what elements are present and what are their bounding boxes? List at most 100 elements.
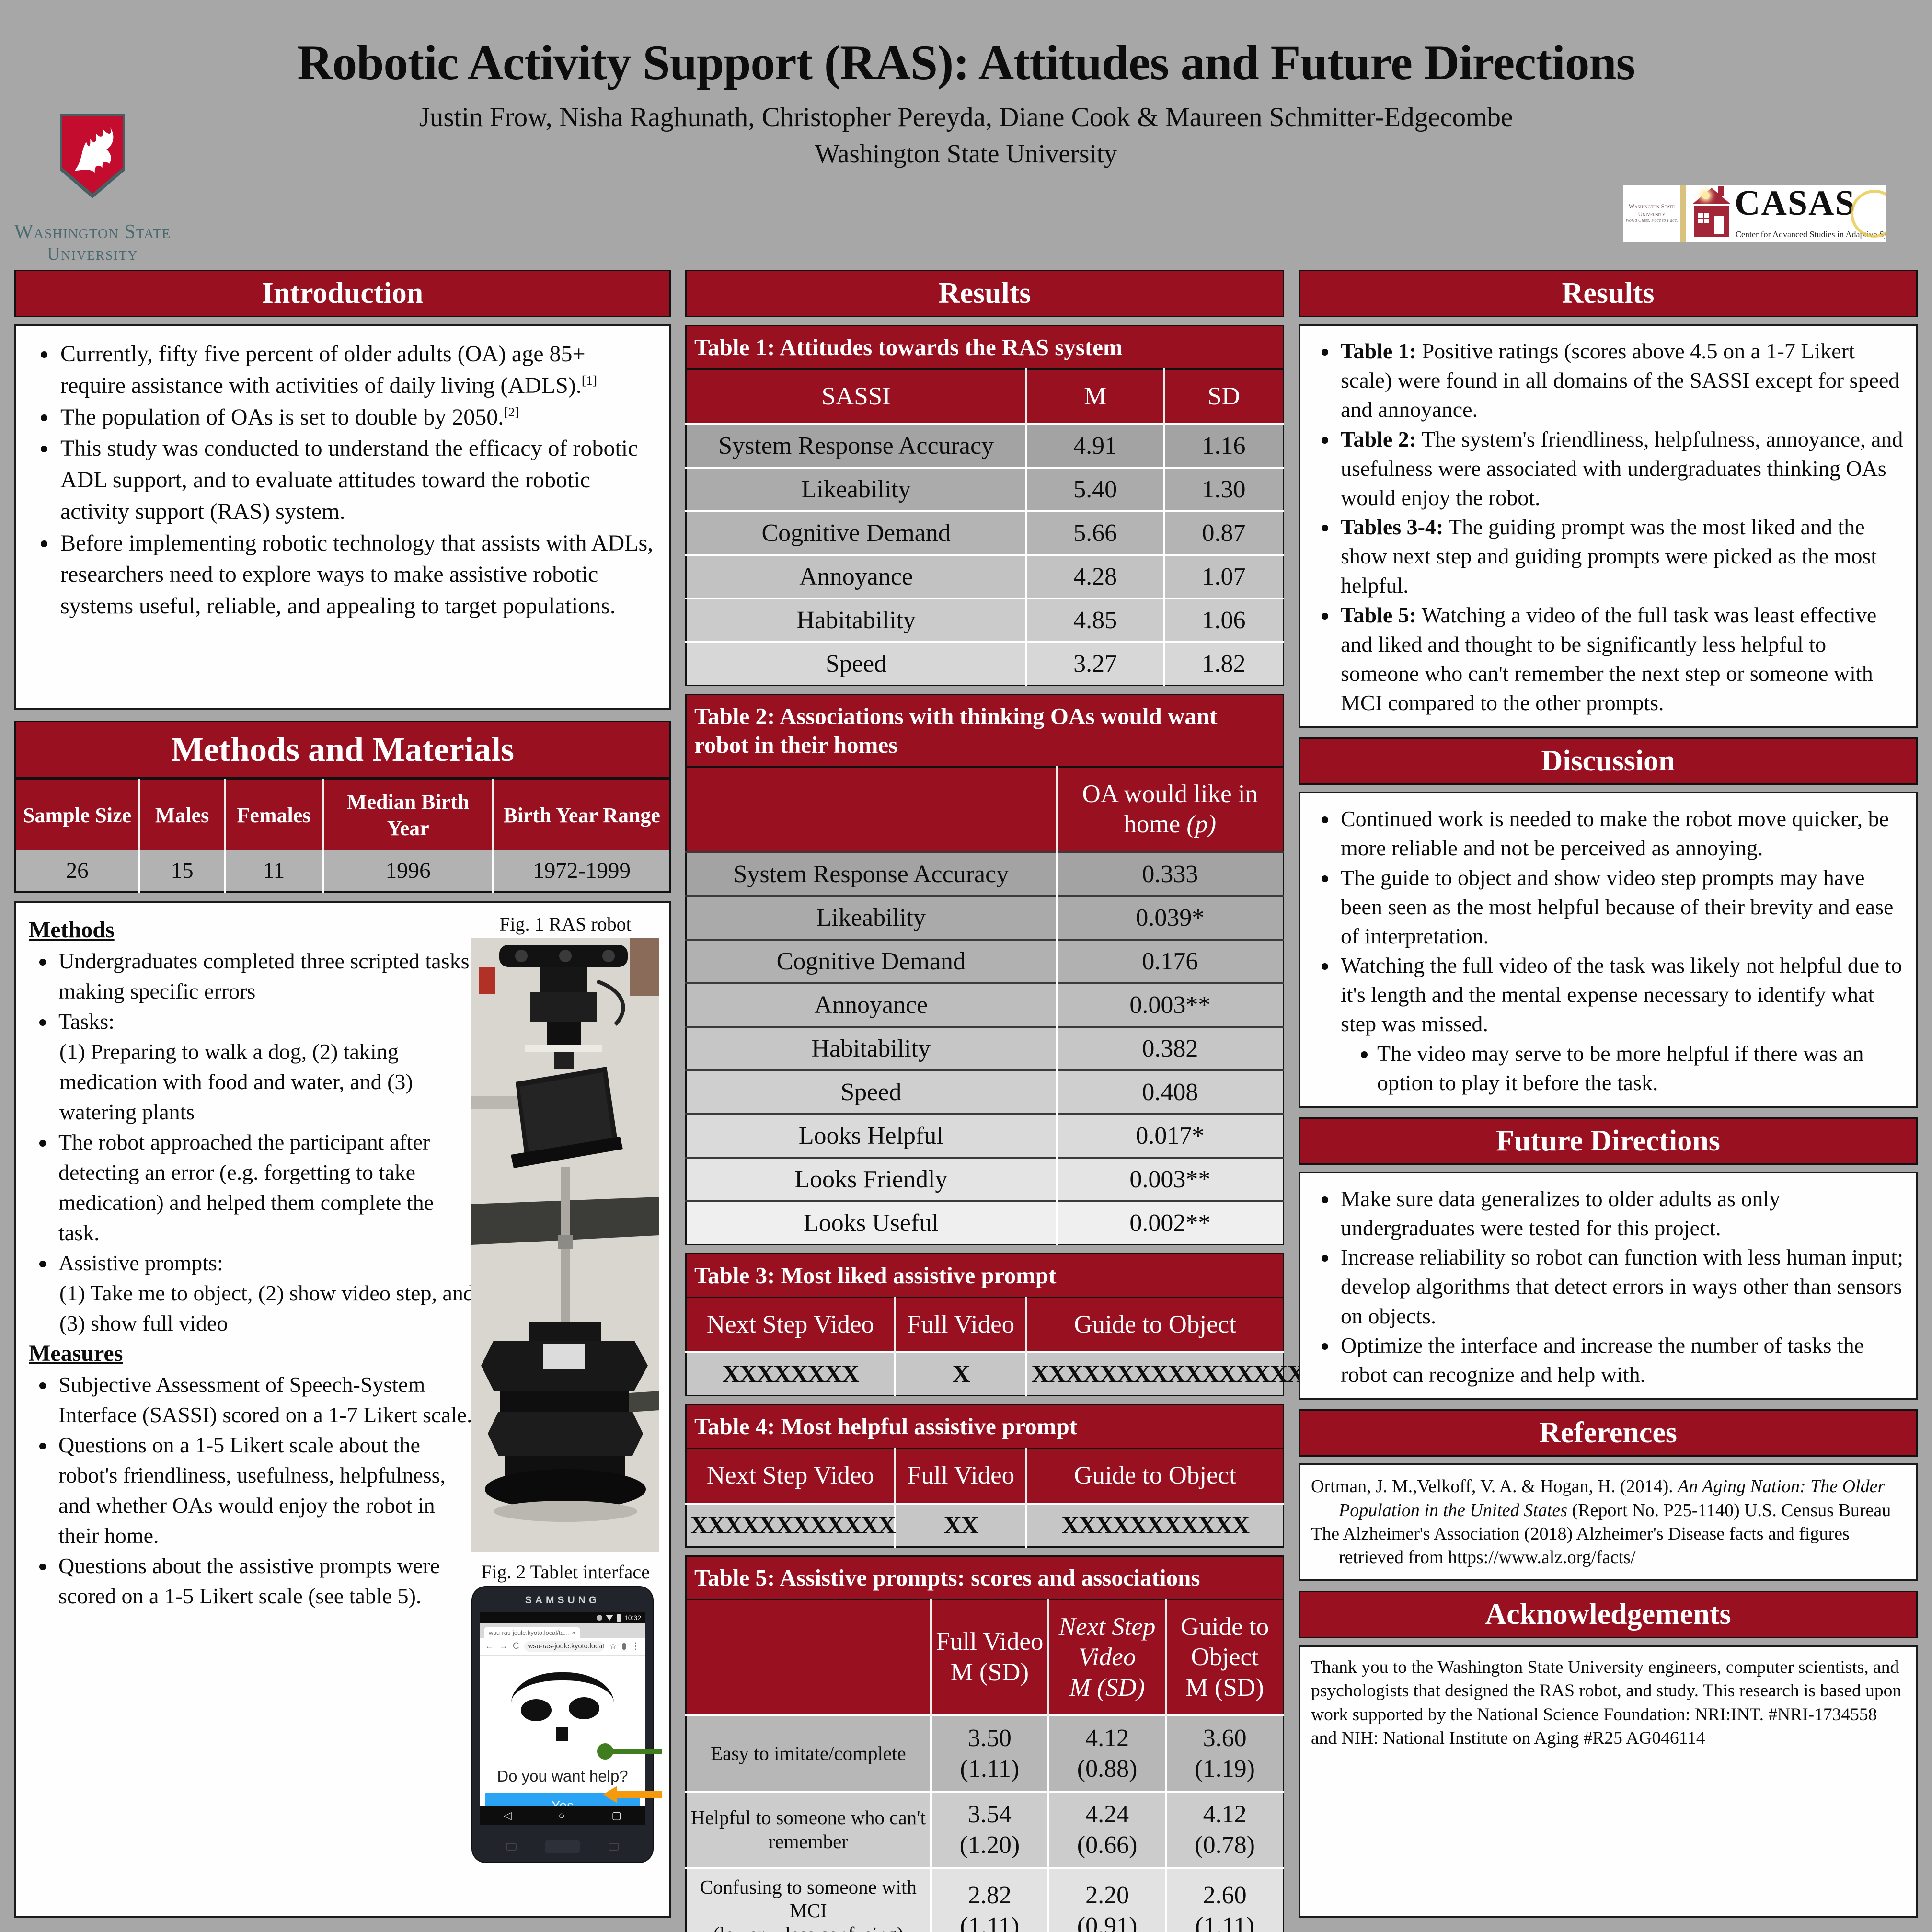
page-title: Robotic Activity Support (RAS): Attitude… [297, 35, 1635, 90]
column-header: Full Video M (SD) [930, 1599, 1048, 1716]
list-item: The video may serve to be more helpful i… [1377, 1039, 1903, 1097]
wsu-logo-text-2: University [47, 244, 138, 264]
table-row: XXXXXXXX X XXXXXXXXXXXXXXXXX [686, 1351, 1322, 1396]
table-header-row: Full Video M (SD) Next Step Video M (SD)… [686, 1599, 1284, 1716]
wsu-logo: Washington State University [13, 114, 172, 264]
mic-icon [622, 1643, 626, 1650]
acknowledgements-text: Thank you to the Washington State Univer… [1311, 1657, 1902, 1748]
table-4-title: Table 4: Most helpful assistive prompt [685, 1404, 1284, 1448]
star-icon: ☆ [609, 1641, 617, 1652]
columns: Introduction Currently, fifty five perce… [14, 270, 1918, 1932]
column-header: SD [1163, 369, 1284, 425]
measures-heading: Measures [29, 1341, 123, 1366]
casas-swirl-icon [1851, 190, 1886, 238]
list-item: Table 1: Positive ratings (scores above … [1338, 336, 1903, 425]
column-header: Sample Size [15, 779, 140, 850]
list-item: Optimize the interface and increase the … [1338, 1331, 1903, 1389]
tablet-device: SAMSUNG 10:32 wsu-ras-joule.kyoto.local/… [472, 1586, 654, 1863]
methods-text: Methods Undergraduates completed three s… [29, 915, 474, 1611]
list-item: Table 5: Watching a video of the full ta… [1338, 600, 1903, 718]
references-box: Ortman, J. M.,Velkoff, V. A. & Hogan, H.… [1299, 1463, 1918, 1581]
bezel-button [609, 1843, 619, 1851]
figure-1: Fig. 1 RAS robot [469, 913, 662, 1552]
wifi-icon [605, 1615, 613, 1621]
table-header-row: SASSI M SD [686, 369, 1284, 425]
table-2-title: Table 2: Associations with thinking OAs … [685, 694, 1284, 766]
green-pointer-annotation [597, 1743, 662, 1760]
nav-back-icon: ◁ [503, 1809, 512, 1821]
column-header: Median Birth Year [322, 779, 494, 850]
list-item: Tables 3-4: The guiding prompt was the m… [1338, 512, 1903, 600]
table-3-title: Table 3: Most liked assistive prompt [685, 1253, 1284, 1297]
column-header: Guide to Object [1025, 1448, 1284, 1504]
column-header: Guide to Object M (SD) [1165, 1599, 1284, 1716]
table-2-block: Table 2: Associations with thinking OAs … [685, 694, 1284, 1246]
bezel-button [506, 1843, 517, 1851]
list-item: Undergraduates completed three scripted … [56, 946, 474, 1006]
list-item: This study was conducted to understand t… [58, 433, 655, 527]
help-question-text: Do you want help? [497, 1767, 628, 1785]
discussion-box: Continued work is needed to make the rob… [1299, 792, 1918, 1108]
list-item: The guide to object and show video step … [1338, 863, 1903, 951]
casas-logo: Washington State University World Class.… [1623, 185, 1886, 242]
notification-icon [596, 1615, 602, 1621]
table-row: System Response Accuracy 4.91 1.16 [686, 423, 1284, 468]
table-header-row: Next Step Video Full Video Guide to Obje… [686, 1297, 1284, 1353]
table-2: OA would like in home (p) System Respons… [685, 766, 1284, 1246]
table-row: Habitability 0.382 [686, 1026, 1284, 1071]
methods-heading: Methods [29, 917, 115, 943]
acknowledgements-box: Thank you to the Washington State Univer… [1299, 1644, 1918, 1918]
table-row: Looks Friendly 0.003** [686, 1157, 1284, 1202]
table-1-title: Table 1: Attitudes towards the RAS syste… [685, 325, 1284, 368]
column-header: Birth Year Range [492, 779, 670, 850]
home-button [545, 1840, 580, 1853]
list-item: Subjective Assessment of Speech-System I… [56, 1369, 474, 1430]
casas-acronym: CASAS [1735, 185, 1856, 223]
browser-tab: wsu-ras-joule.kyoto.local/ta… × [484, 1627, 580, 1638]
orange-arrow-annotation [603, 1786, 662, 1803]
list-item: Table 2: The system's friendliness, help… [1338, 425, 1903, 513]
table-5-title: Table 5: Assistive prompts: scores and a… [685, 1555, 1284, 1599]
column-header: Next Step Video [686, 1448, 895, 1504]
table-row: Likeability 5.40 1.30 [686, 467, 1284, 512]
browser-tab-strip: wsu-ras-joule.kyoto.local/ta… × [480, 1623, 645, 1638]
casas-wsu-text: Washington State University [1628, 203, 1675, 218]
table-header-row: Sample Size Males Females Median Birth Y… [15, 779, 670, 850]
window-icon [1698, 213, 1709, 223]
nav-home-icon: ○ [558, 1809, 565, 1821]
lightbulb-icon [1702, 192, 1710, 199]
column-header [686, 1599, 931, 1716]
column-header: OA would like in home (p) [1055, 767, 1284, 853]
list-item: Questions about the assistive prompts we… [56, 1551, 474, 1611]
table-1-block: Table 1: Attitudes towards the RAS syste… [685, 325, 1284, 687]
table-row: Speed 3.27 1.82 [686, 641, 1284, 686]
list-item: Watching the full video of the task was … [1338, 951, 1903, 1097]
robot-nose [556, 1727, 568, 1741]
table-row: Confusing to someone with MCI (lower = l… [686, 1867, 1284, 1932]
door-icon [1714, 216, 1724, 234]
column-header: Next Step Video M (SD) [1047, 1599, 1166, 1716]
robot-eye-left [521, 1699, 552, 1721]
section-header-results-text: Results [1299, 270, 1918, 317]
list-item: Increase reliability so robot can functi… [1338, 1242, 1903, 1331]
figure-1-caption: Fig. 1 RAS robot [499, 913, 632, 935]
wsu-logo-text-1: Washington State [14, 221, 171, 243]
ras-robot-photo [472, 938, 659, 1552]
results-text-box: Table 1: Positive ratings (scores above … [1299, 324, 1918, 728]
future-directions-box: Make sure data generalizes to older adul… [1299, 1171, 1918, 1400]
reload-icon: C [513, 1641, 519, 1651]
table-row: Annoyance 4.28 1.07 [686, 554, 1284, 599]
list-item: The population of OAs is set to double b… [58, 402, 655, 433]
table-3: Next Step Video Full Video Guide to Obje… [685, 1296, 1322, 1397]
tablet-interface-photo: SAMSUNG 10:32 wsu-ras-joule.kyoto.local/… [469, 1586, 662, 1863]
back-arrow-icon: ← [485, 1641, 494, 1651]
middle-column: Results Table 1: Attitudes towards the R… [685, 270, 1322, 1932]
table-5: Full Video M (SD) Next Step Video M (SD)… [685, 1598, 1284, 1932]
robot-eyebrow [511, 1672, 614, 1703]
table-row: Looks Helpful 0.017* [686, 1113, 1284, 1158]
clock-text: 10:32 [624, 1614, 641, 1622]
section-header-acknowledgements: Acknowledgements [1299, 1590, 1918, 1638]
table-header-row: Next Step Video Full Video Guide to Obje… [686, 1448, 1284, 1504]
list-item: Make sure data generalizes to older adul… [1338, 1184, 1903, 1242]
nav-recents-icon: ▢ [611, 1809, 622, 1821]
